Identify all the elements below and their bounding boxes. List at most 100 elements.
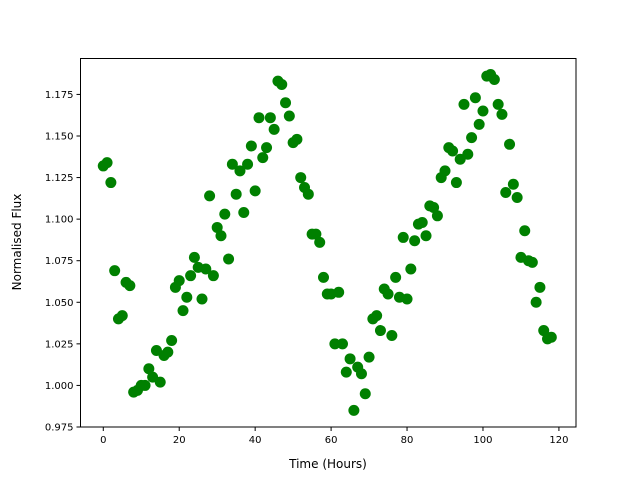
y-axis: 0.975 1.000 1.025 1.050 1.075 1.100 1.125 1.150… [45,90,81,434]
data-point [139,379,151,391]
data-point [420,230,432,242]
data-point [405,263,417,275]
data-point [363,351,375,363]
data-point [177,305,189,317]
data-point [211,221,223,233]
data-point [207,270,219,282]
y-tick-label: 1.100 [45,215,74,226]
data-point [340,366,352,378]
data-point [469,92,481,104]
data-point [223,253,235,265]
data-point [242,158,254,170]
data-point [253,112,265,124]
data-point [374,325,386,337]
data-point [511,192,523,204]
data-point [196,293,208,305]
data-point [428,201,440,213]
y-tick-label: 0.975 [45,423,74,434]
x-tick-label: 100 [473,435,492,446]
data-point [329,338,341,350]
data-point [314,236,326,248]
data-point [488,73,500,85]
data-point [409,235,421,247]
data-point [234,165,246,177]
plot-frame [80,58,577,428]
data-point [473,118,485,130]
data-point [188,251,200,263]
data-point [226,158,238,170]
x-tick-label: 0 [100,435,106,446]
x-axis-label: Time (Hours) [288,457,367,471]
x-tick-label: 80 [401,435,414,446]
data-point [371,310,383,322]
data-point [264,112,276,124]
data-point [257,152,269,164]
data-point [519,225,531,237]
x-tick-label: 20 [173,435,186,446]
data-point [545,331,557,343]
data-point [333,286,345,298]
data-point [310,228,322,240]
data-point [276,78,288,90]
data-point [390,271,402,283]
data-point [124,280,136,292]
data-point [336,338,348,350]
data-point [348,404,360,416]
data-point [450,177,462,189]
x-tick-label: 60 [325,435,338,446]
data-point [185,270,197,282]
data-point [204,190,216,202]
y-tick-label: 1.025 [45,339,74,350]
data-point [295,172,307,184]
data-point [166,335,178,347]
x-tick-label: 40 [249,435,262,446]
data-point [382,288,394,300]
data-point [416,216,428,228]
data-point [215,230,227,242]
data-point [268,123,280,135]
y-tick-label: 1.125 [45,173,74,184]
data-point [477,105,489,117]
data-point [302,188,314,200]
data-point [496,108,508,120]
data-point [280,97,292,109]
data-point [355,368,367,380]
data-point [447,145,459,157]
data-point [291,133,303,145]
data-point [526,256,538,268]
data-point [500,187,512,199]
data-point [245,140,257,152]
data-point [534,281,546,293]
data-points [97,68,557,416]
y-tick-label: 1.000 [45,381,74,392]
data-point [249,185,261,197]
data-point [386,330,398,342]
data-point [173,275,185,287]
data-point [318,271,330,283]
data-point [507,178,519,190]
data-point [439,165,451,177]
data-point [359,388,371,400]
data-point [401,293,413,305]
y-tick-label: 1.175 [45,90,74,101]
data-point [154,376,166,388]
data-point [109,265,121,277]
data-point [261,142,273,154]
data-point [344,353,356,365]
data-point [219,208,231,220]
data-point [458,98,470,110]
data-point [162,346,174,358]
data-point [200,263,212,275]
y-axis-label: Normalised Flux [10,194,24,291]
data-point [105,177,117,189]
data-point [504,138,516,150]
y-tick-label: 1.075 [45,256,74,267]
data-point [431,210,443,222]
data-point [116,310,128,322]
data-point [530,296,542,308]
data-point [101,157,113,169]
data-point [492,98,504,110]
data-point [181,291,193,303]
data-point [238,206,250,218]
